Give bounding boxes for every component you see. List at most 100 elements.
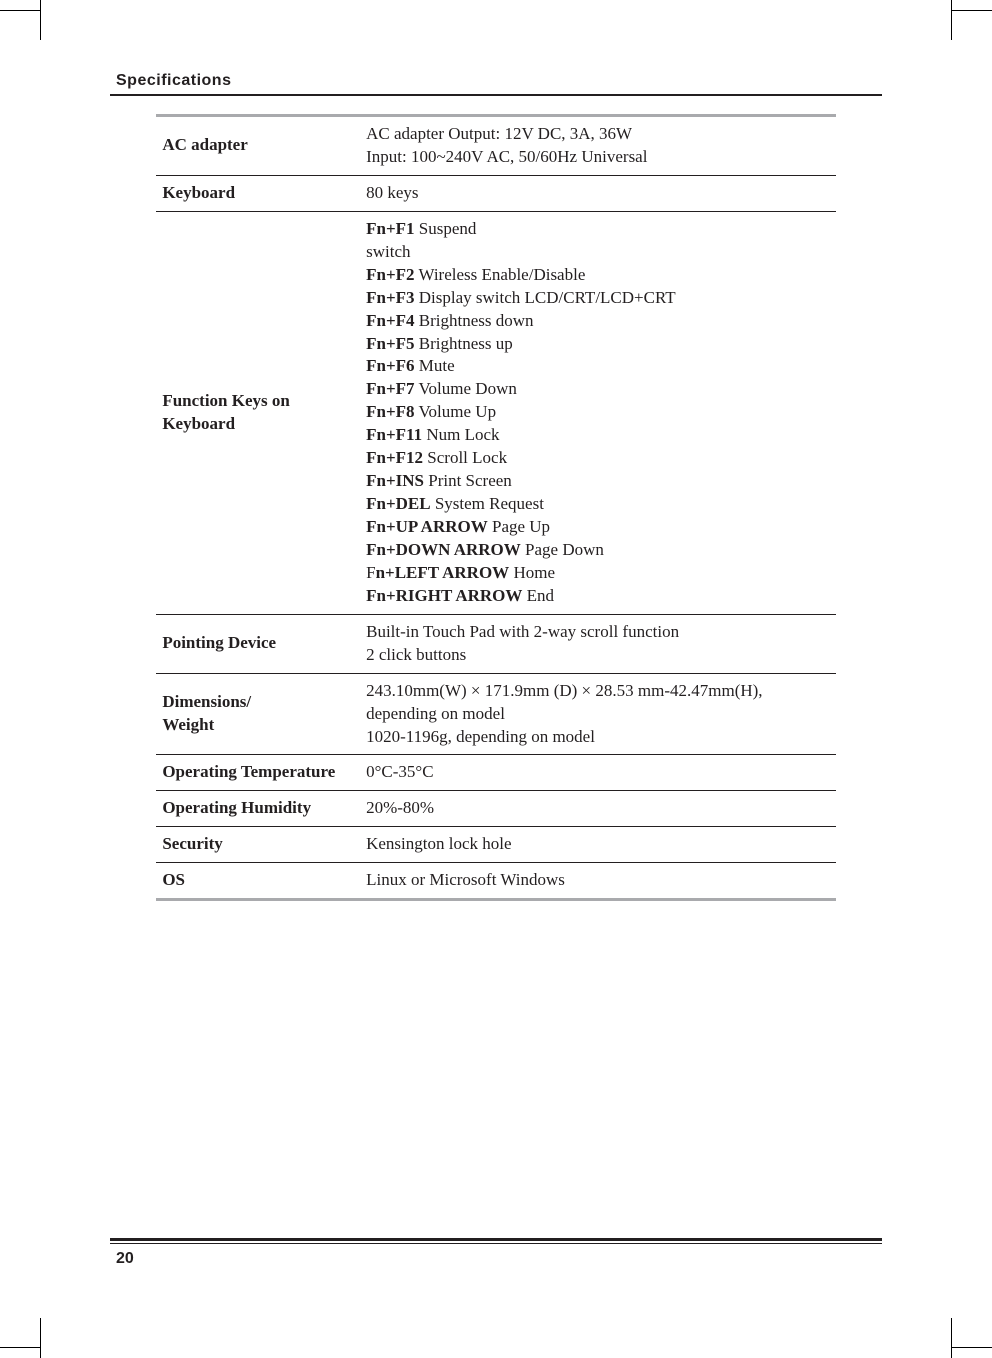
- table-row: Operating Temperature 0°C-35°C: [156, 755, 835, 791]
- fn-key-desc: Home: [509, 563, 555, 582]
- fn-key-desc: Volume Down: [415, 379, 517, 398]
- specs-table: AC adapterAC adapter Output: 12V DC, 3A,…: [156, 114, 835, 901]
- value-line: Linux or Microsoft Windows: [366, 869, 828, 892]
- fn-key-line: Fn+RIGHT ARROW End: [366, 585, 828, 608]
- row-value: Linux or Microsoft Windows: [360, 863, 836, 900]
- page: Specifications AC adapterAC adapter Outp…: [0, 0, 992, 1358]
- row-value: 0°C-35°C: [360, 755, 836, 791]
- row-value: 20%-80%: [360, 791, 836, 827]
- fn-key-prefix: F: [366, 563, 375, 582]
- fn-key-desc: Page Down: [521, 540, 604, 559]
- value-line: 2 click buttons: [366, 644, 828, 667]
- fn-key-desc: Brightness down: [415, 311, 534, 330]
- fn-key-desc: Mute: [415, 356, 455, 375]
- crop-mark: [40, 1318, 41, 1358]
- value-line: AC adapter Output: 12V DC, 3A, 36W: [366, 123, 828, 146]
- fn-key-name: Fn+DEL: [366, 494, 430, 513]
- fn-key-line: switch: [366, 241, 828, 264]
- table-row: Security Kensington lock hole: [156, 827, 835, 863]
- table-row: Keyboard 80 keys: [156, 175, 835, 211]
- fn-key-name: Fn+RIGHT ARROW: [366, 586, 522, 605]
- value-line: 80 keys: [366, 182, 828, 205]
- fn-key-name: Fn+UP ARROW: [366, 517, 488, 536]
- fn-key-name: Fn+INS: [366, 471, 424, 490]
- fn-key-name: Fn+F11: [366, 425, 422, 444]
- row-value: AC adapter Output: 12V DC, 3A, 36WInput:…: [360, 116, 836, 176]
- fn-key-desc: Brightness up: [415, 334, 513, 353]
- row-label: Pointing Device: [156, 614, 360, 673]
- fn-key-desc: Scroll Lock: [423, 448, 507, 467]
- fn-key-name: Fn+F12: [366, 448, 423, 467]
- fn-key-line: Fn+DOWN ARROW Page Down: [366, 539, 828, 562]
- value-line: 0°C-35°C: [366, 761, 828, 784]
- row-label: Dimensions/Weight: [156, 673, 360, 755]
- fn-key-desc: Suspend: [415, 219, 477, 238]
- fn-key-line: Fn+F8 Volume Up: [366, 401, 828, 424]
- fn-key-desc: Wireless Enable/Disable: [415, 265, 586, 284]
- row-value: 243.10mm(W) × 171.9mm (D) × 28.53 mm-42.…: [360, 673, 836, 755]
- fn-key-name: Fn+F1: [366, 219, 414, 238]
- fn-key-desc: Page Up: [488, 517, 550, 536]
- fn-key-name: Fn+F4: [366, 311, 414, 330]
- crop-mark: [951, 0, 952, 40]
- crop-mark: [952, 1347, 992, 1348]
- fn-key-name: Fn+F7: [366, 379, 414, 398]
- crop-mark: [952, 10, 992, 11]
- fn-key-desc: switch: [366, 242, 410, 261]
- fn-key-line: Fn+F2 Wireless Enable/Disable: [366, 264, 828, 287]
- fn-key-desc: Print Screen: [424, 471, 512, 490]
- page-number: 20: [116, 1250, 882, 1268]
- fn-key-name: Fn+F2: [366, 265, 414, 284]
- table-row: Function Keys on KeyboardFn+F1 Suspendsw…: [156, 211, 835, 614]
- page-footer: 20: [110, 1238, 882, 1268]
- row-value: Fn+F1 SuspendswitchFn+F2 Wireless Enable…: [360, 211, 836, 614]
- fn-key-line: Fn+F11 Num Lock: [366, 424, 828, 447]
- table-row: AC adapterAC adapter Output: 12V DC, 3A,…: [156, 116, 835, 176]
- specs-table-body: AC adapterAC adapter Output: 12V DC, 3A,…: [156, 116, 835, 900]
- fn-key-name: Fn+F6: [366, 356, 414, 375]
- row-label: Keyboard: [156, 175, 360, 211]
- fn-key-desc: Volume Up: [415, 402, 497, 421]
- fn-key-desc: Display switch LCD/CRT/LCD+CRT: [415, 288, 676, 307]
- fn-key-line: Fn+DEL System Request: [366, 493, 828, 516]
- fn-key-line: Fn+UP ARROW Page Up: [366, 516, 828, 539]
- table-row: Operating Humidity20%-80%: [156, 791, 835, 827]
- row-label: AC adapter: [156, 116, 360, 176]
- fn-key-line: Fn+F3 Display switch LCD/CRT/LCD+CRT: [366, 287, 828, 310]
- crop-mark: [951, 1318, 952, 1358]
- fn-key-line: Fn+LEFT ARROW Home: [366, 562, 828, 585]
- fn-key-line: Fn+F12 Scroll Lock: [366, 447, 828, 470]
- crop-mark: [0, 1347, 40, 1348]
- value-line: Built-in Touch Pad with 2-way scroll fun…: [366, 621, 828, 644]
- fn-key-name: Fn+DOWN ARROW: [366, 540, 521, 559]
- footer-rule-thick: [110, 1238, 882, 1241]
- row-label: Operating Temperature: [156, 755, 360, 791]
- fn-key-line: Fn+F4 Brightness down: [366, 310, 828, 333]
- fn-key-line: Fn+F6 Mute: [366, 355, 828, 378]
- row-value: Built-in Touch Pad with 2-way scroll fun…: [360, 614, 836, 673]
- footer-rule-thin: [110, 1243, 882, 1244]
- fn-key-line: Fn+F1 Suspend: [366, 218, 828, 241]
- crop-mark: [0, 10, 40, 11]
- row-value: 80 keys: [360, 175, 836, 211]
- row-label: Security: [156, 827, 360, 863]
- value-line: 1020-1196g, depending on model: [366, 726, 828, 749]
- table-row: OSLinux or Microsoft Windows: [156, 863, 835, 900]
- fn-key-name: Fn+F5: [366, 334, 414, 353]
- fn-key-line: Fn+F5 Brightness up: [366, 333, 828, 356]
- fn-key-line: Fn+F7 Volume Down: [366, 378, 828, 401]
- value-line: Input: 100~240V AC, 50/60Hz Universal: [366, 146, 828, 169]
- fn-key-desc: End: [522, 586, 554, 605]
- crop-mark: [40, 0, 41, 40]
- title-rule: [110, 94, 882, 96]
- fn-key-desc: Num Lock: [422, 425, 499, 444]
- fn-key-name: Fn+F8: [366, 402, 414, 421]
- value-line: Kensington lock hole: [366, 833, 828, 856]
- row-value: Kensington lock hole: [360, 827, 836, 863]
- fn-key-line: Fn+INS Print Screen: [366, 470, 828, 493]
- row-label: Function Keys on Keyboard: [156, 211, 360, 614]
- row-label: Operating Humidity: [156, 791, 360, 827]
- value-line: 243.10mm(W) × 171.9mm (D) × 28.53 mm-42.…: [366, 680, 828, 726]
- fn-key-name: n+LEFT ARROW: [376, 563, 510, 582]
- table-row: Pointing Device Built-in Touch Pad with 2…: [156, 614, 835, 673]
